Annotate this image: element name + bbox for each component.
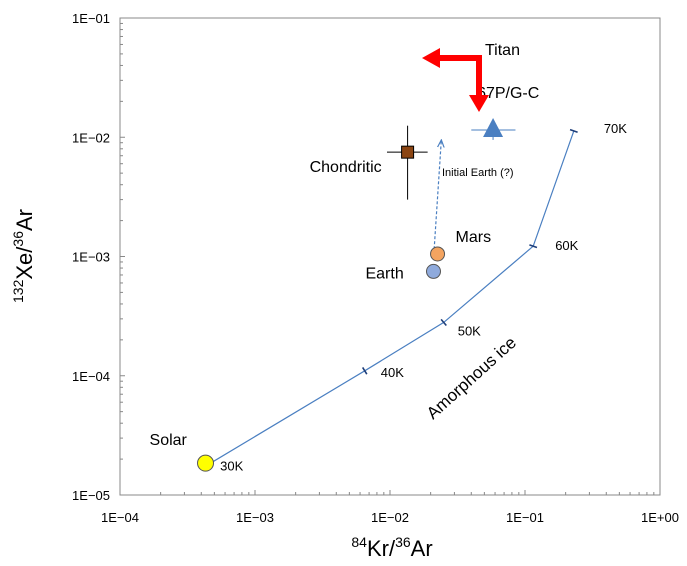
point-marker [483, 118, 504, 138]
point-marker [197, 454, 215, 472]
amorphous-ice-point-label: 50K [458, 323, 481, 338]
x-axis-title-tail: Ar [411, 536, 433, 561]
x-axis-title-main: Kr/ [367, 536, 396, 561]
svg-text:84Kr/36Ar: 84Kr/36Ar [351, 534, 432, 561]
amorphous-ice-point-label: 40K [381, 365, 404, 380]
point-label: Solar [150, 432, 188, 449]
point-earth: Earth [365, 263, 441, 282]
amorphous-ice-point-label: 60K [555, 238, 578, 253]
titan-arrow-head-left [422, 48, 440, 68]
point-marker [430, 246, 446, 262]
x-axis-title-sup: 84 [351, 534, 367, 550]
plot-frame [119, 17, 661, 496]
point-67p-g-c: 67P/G-C [471, 85, 539, 140]
x-axis-title: 84Kr/36Ar [351, 534, 432, 561]
x-axis-ticks: 1E−04 1E−03 1E−02 1E−01 1E+00 [101, 490, 679, 525]
x-tick-label: 1E−02 [371, 510, 409, 525]
y-tick-label: 1E−02 [72, 130, 110, 145]
amorphous-ice-point-label: 30K [220, 459, 243, 474]
point-solar: Solar [150, 432, 215, 472]
amorphous-ice-series: 30K 40K 50K 60K 70K [205, 121, 627, 474]
y-tick-label: 1E−01 [72, 11, 110, 26]
point-marker [425, 263, 441, 279]
y-tick-label: 1E−03 [72, 250, 110, 265]
x-tick-label: 1E−03 [236, 510, 274, 525]
x-tick-label: 1E−01 [506, 510, 544, 525]
y-tick-label: 1E−05 [72, 488, 110, 503]
amorphous-ice-label: Amorphous ice [423, 333, 520, 423]
x-tick-label: 1E−04 [101, 510, 139, 525]
y-axis-title-main: Xe/ [12, 246, 37, 280]
x-tick-label: 1E+00 [641, 510, 679, 525]
initial-earth-label: Initial Earth (?) [442, 167, 514, 179]
titan-arrow-head-down [469, 95, 489, 112]
amorphous-ice-tick [361, 366, 368, 375]
y-axis-ticks: 1E−05 1E−04 1E−03 1E−02 1E−01 [72, 11, 125, 503]
y-axis-title-sup2: 36 [10, 231, 26, 247]
point-label: Mars [456, 229, 492, 246]
point-label: 67P/G-C [477, 85, 539, 102]
titan-label: Titan [485, 42, 520, 59]
x-axis-title-sup2: 36 [395, 534, 411, 550]
point-mars: Mars [430, 229, 492, 262]
titan-arrow [422, 48, 489, 112]
y-axis-title-tail: Ar [12, 209, 37, 231]
amorphous-ice-tick [569, 128, 578, 134]
plot-area [119, 17, 661, 496]
amorphous-ice-line [207, 130, 575, 466]
amorphous-ice-tick [440, 318, 447, 326]
point-label: Earth [365, 265, 403, 282]
point-chondritic: Chondritic [310, 125, 428, 200]
point-label: Chondritic [310, 159, 382, 176]
amorphous-ice-point-label: 70K [604, 121, 627, 136]
initial-earth-arrow [432, 140, 441, 260]
point-marker [401, 145, 415, 159]
y-tick-label: 1E−04 [72, 369, 110, 384]
svg-text:132Xe/36Ar: 132Xe/36Ar [10, 209, 37, 303]
data-points: Solar Earth Mars Chondritic 67P/G-C [150, 85, 539, 472]
y-axis-title: 132Xe/36Ar [10, 209, 37, 303]
amorphous-ice-tick [529, 244, 538, 249]
y-axis-title-sup: 132 [10, 279, 26, 303]
